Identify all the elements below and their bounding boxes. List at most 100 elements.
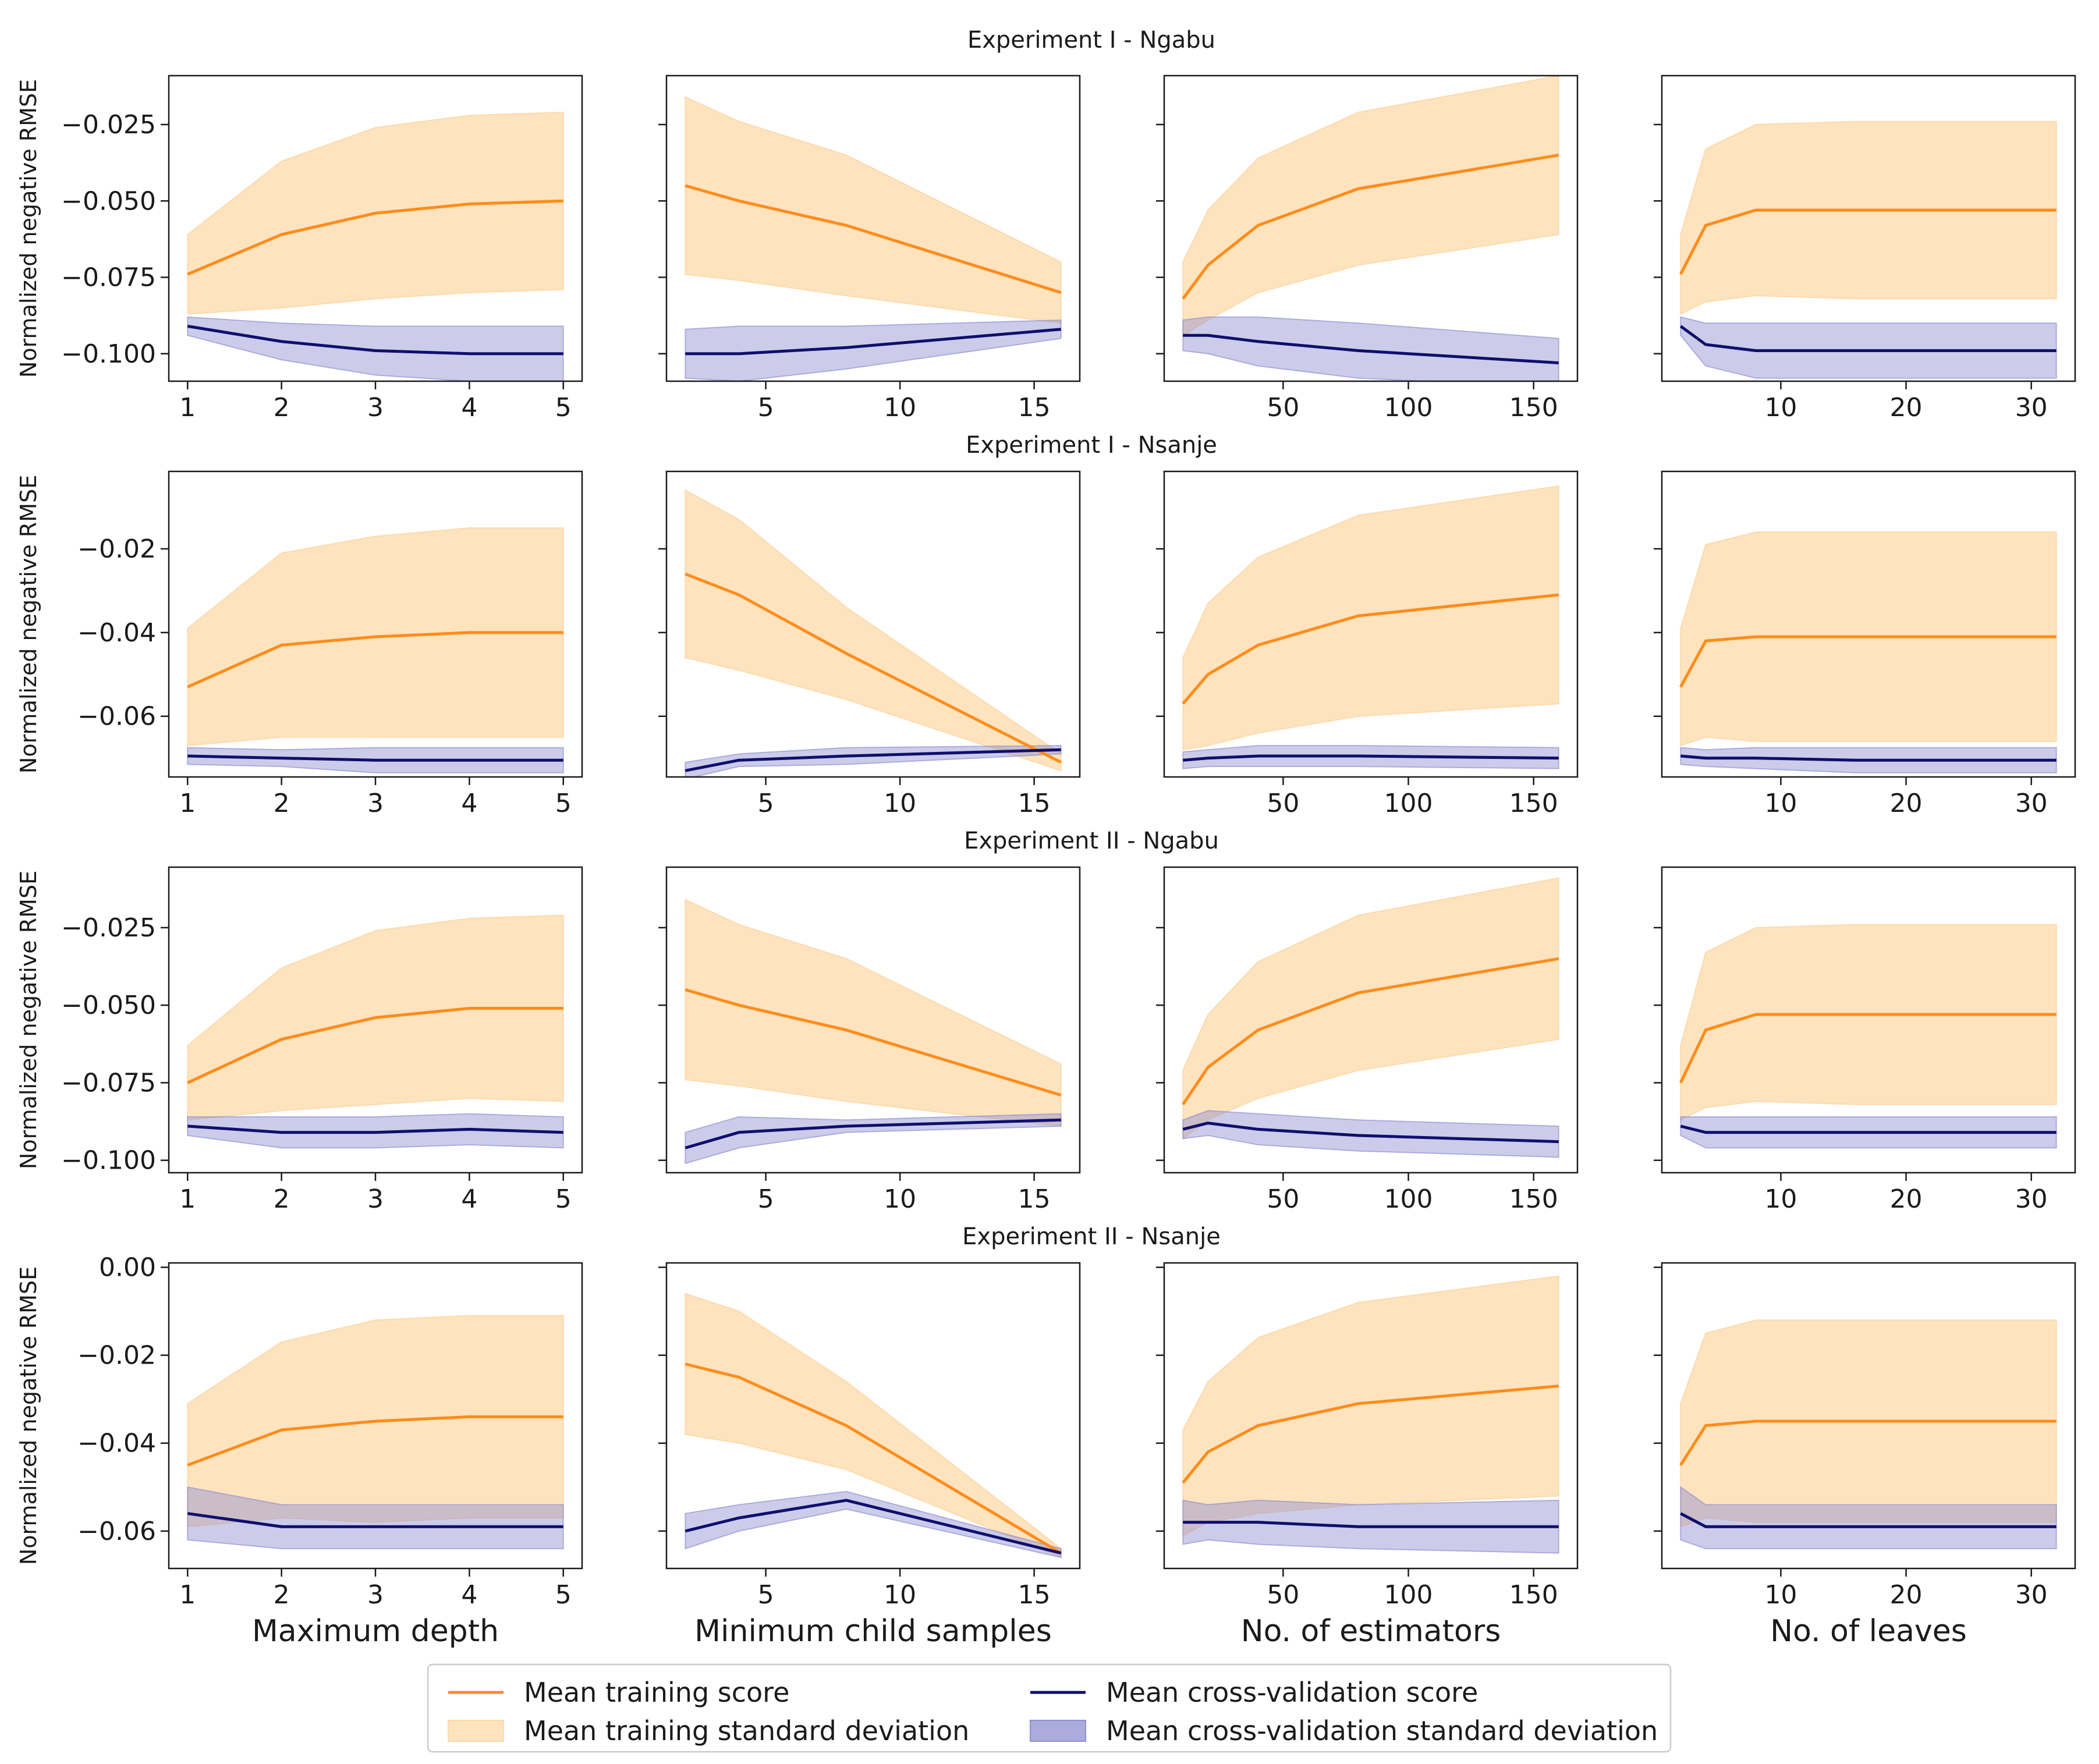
x-tick-label: 10 bbox=[1764, 393, 1797, 423]
cv-std-band bbox=[685, 1490, 1062, 1559]
legend-item: Mean training standard deviation bbox=[448, 1715, 969, 1747]
x-tick-label: 50 bbox=[1267, 393, 1299, 423]
plot-area bbox=[1679, 120, 2057, 379]
cv-score-line bbox=[1183, 1521, 1559, 1528]
y-axis-label: Normalized negative RMSE bbox=[16, 1266, 41, 1565]
x-tick-label: 1 bbox=[179, 393, 196, 423]
cv-score-line bbox=[1680, 1124, 2057, 1134]
plot-area bbox=[685, 489, 1062, 777]
axes-frame bbox=[1163, 1262, 1579, 1570]
train-score-line bbox=[1182, 1385, 1559, 1484]
axes-frame bbox=[1163, 74, 1579, 382]
x-tick-label: 4 bbox=[461, 1184, 477, 1214]
x-tick-label: 30 bbox=[2015, 393, 2048, 423]
cv-std-band bbox=[685, 1113, 1062, 1165]
y-tick-label: −0.04 bbox=[77, 618, 156, 648]
cv-score-line bbox=[685, 748, 1061, 772]
x-tick-label: 15 bbox=[1018, 393, 1051, 423]
panel-r2-c2: 5 10 15 bbox=[658, 470, 1081, 818]
x-tick-label: 2 bbox=[274, 393, 290, 423]
panels-layer: Experiment I - Ngabu Normalized negative … bbox=[16, 27, 2076, 1649]
x-tick-label: 15 bbox=[1018, 1184, 1051, 1214]
train-score-line bbox=[685, 184, 1062, 294]
x-tick-label: 10 bbox=[884, 789, 916, 818]
axes-frame bbox=[1661, 1262, 2076, 1570]
row-2: Experiment I - Nsanje Normalized negative… bbox=[16, 432, 2076, 818]
x-tick-label: 100 bbox=[1384, 1580, 1433, 1610]
axes-frame bbox=[1163, 470, 1579, 778]
x-tick-label: 10 bbox=[884, 1184, 916, 1214]
x-tick-label: 20 bbox=[1890, 393, 1923, 423]
row-4: Experiment II - Nsanje Normalized negativ… bbox=[16, 1223, 2076, 1649]
cv-score-line bbox=[1680, 754, 2057, 762]
train-std-band bbox=[1680, 531, 2057, 747]
panel-r2-c3: 50 100 150 bbox=[1156, 470, 1579, 818]
row-title: Experiment II - Ngabu bbox=[964, 828, 1219, 854]
row-3: Experiment II - Ngabu Normalized negative… bbox=[16, 828, 2076, 1214]
panel-r4-c3: 50 100 150 No. of estimators bbox=[1156, 1262, 1579, 1649]
x-tick-label: 2 bbox=[274, 1580, 290, 1610]
cv-std-band bbox=[1182, 1110, 1559, 1158]
legend-label: Mean cross-validation standard deviation bbox=[1106, 1715, 1658, 1747]
y-tick-label: −0.04 bbox=[77, 1429, 156, 1458]
legend-item: Mean cross-validation score bbox=[1030, 1677, 1478, 1708]
y-tick-label: −0.075 bbox=[61, 1068, 156, 1098]
axes-frame bbox=[1163, 866, 1579, 1174]
plot-area bbox=[187, 527, 564, 773]
y-tick-label: −0.100 bbox=[61, 1146, 156, 1176]
panel-r3-c2: 5 10 15 bbox=[658, 866, 1081, 1214]
y-tick-label: −0.02 bbox=[77, 1341, 156, 1371]
x-tick-label: 5 bbox=[758, 1580, 774, 1610]
y-tick-label: −0.025 bbox=[61, 913, 156, 943]
x-tick-label: 5 bbox=[758, 393, 774, 423]
x-tick-label: 10 bbox=[884, 393, 916, 423]
y-tick-label: −0.025 bbox=[61, 110, 156, 140]
legend: Mean training score Mean training standar… bbox=[427, 1663, 1672, 1753]
plot-area bbox=[685, 899, 1062, 1165]
train-score-line bbox=[685, 1362, 1062, 1554]
row-title: Experiment II - Nsanje bbox=[962, 1223, 1221, 1250]
x-tick-label: 3 bbox=[367, 1580, 384, 1610]
panel-r2-c1: 1 2 3 4 5 −0.06 −0.04 −0.02 bbox=[77, 470, 583, 818]
cv-score-line bbox=[1182, 1121, 1559, 1144]
cv-std-band bbox=[1182, 316, 1559, 381]
train-std-band bbox=[1182, 76, 1559, 337]
x-tick-label: 50 bbox=[1267, 789, 1299, 818]
x-tick-label: 15 bbox=[1018, 1580, 1051, 1610]
cv-score-line bbox=[187, 1124, 563, 1134]
plot-area bbox=[1182, 76, 1559, 381]
legend-label: Mean training standard deviation bbox=[524, 1715, 969, 1747]
cv-std-band bbox=[187, 1113, 564, 1149]
x-tick-label: 1 bbox=[179, 789, 196, 818]
axes-frame bbox=[1661, 866, 2076, 1174]
x-tick-label: 5 bbox=[555, 789, 572, 818]
x-tick-label: 15 bbox=[1018, 789, 1051, 818]
train-score-line bbox=[1679, 208, 2057, 275]
y-tick-label: −0.02 bbox=[77, 534, 156, 564]
train-score-line bbox=[187, 1415, 563, 1467]
legend-label: Mean training score bbox=[524, 1677, 789, 1708]
axes-frame bbox=[665, 470, 1081, 778]
y-tick-label: −0.06 bbox=[77, 702, 156, 732]
plot-area bbox=[1679, 1319, 2057, 1550]
row-title: Experiment I - Ngabu bbox=[967, 27, 1215, 54]
plot-area bbox=[187, 914, 564, 1149]
x-tick-label: 20 bbox=[1890, 789, 1923, 818]
x-tick-label: 2 bbox=[274, 789, 290, 818]
x-tick-label: 50 bbox=[1267, 1580, 1299, 1610]
panel-r1-c4: 10 20 30 bbox=[1654, 74, 2076, 423]
y-tick-label: −0.075 bbox=[61, 263, 156, 293]
x-tick-label: 100 bbox=[1384, 393, 1433, 423]
train-std-band bbox=[685, 899, 1062, 1127]
panel-r4-c1: 1 2 3 4 5 −0.06 −0.04 −0.02 0.00 Maximum depth bbox=[77, 1253, 583, 1649]
train-score-line bbox=[685, 572, 1062, 764]
legend-label: Mean cross-validation score bbox=[1106, 1677, 1478, 1708]
x-axis-label: Minimum child samples bbox=[694, 1614, 1052, 1649]
plot-area bbox=[1182, 877, 1559, 1158]
y-tick-label: −0.050 bbox=[61, 991, 156, 1020]
axes-frame bbox=[665, 74, 1081, 382]
x-tick-label: 5 bbox=[555, 393, 572, 423]
y-tick-label: −0.100 bbox=[61, 339, 156, 369]
x-tick-label: 100 bbox=[1384, 789, 1433, 818]
